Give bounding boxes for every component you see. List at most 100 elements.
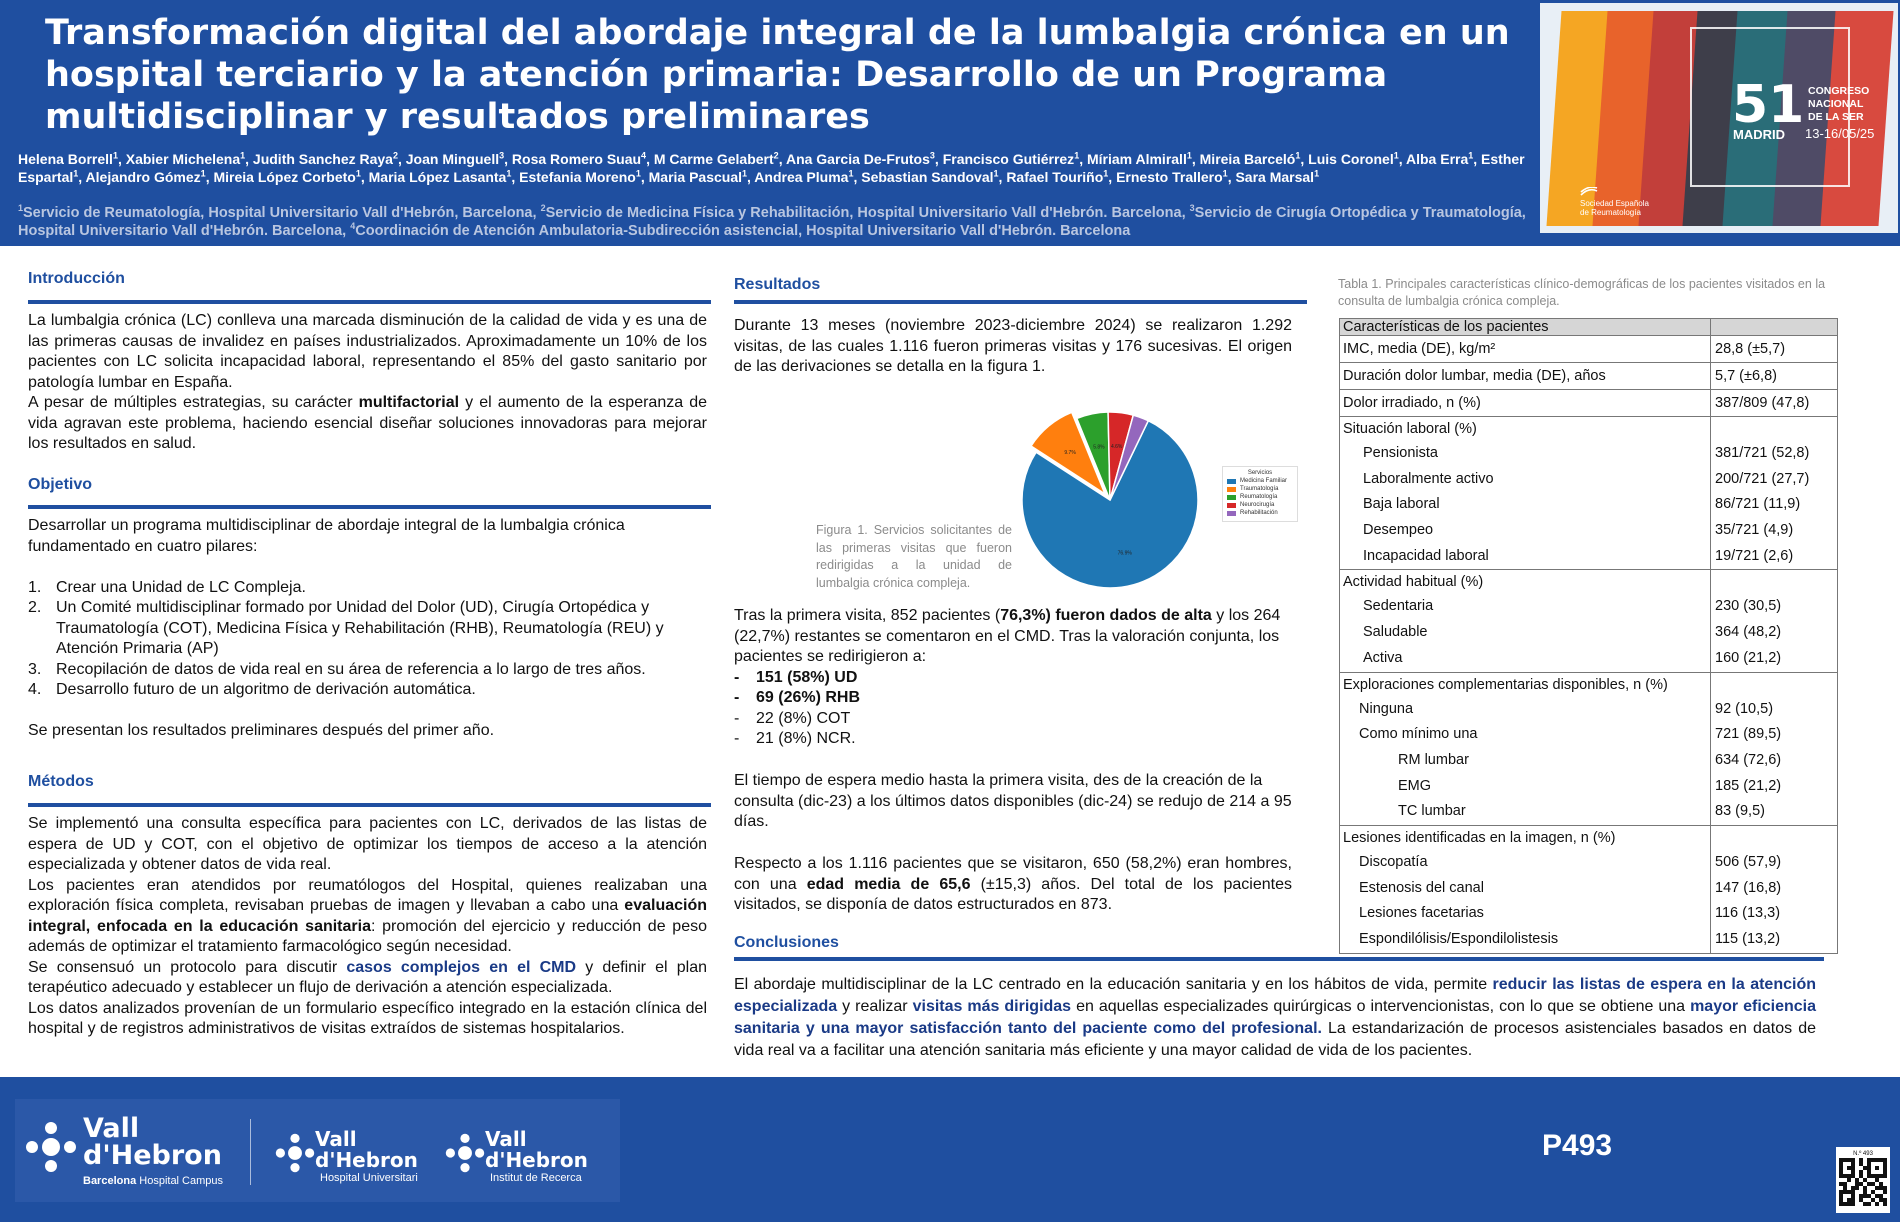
objective-rule xyxy=(28,505,711,509)
logo-institut-name: Vall d'Hebron xyxy=(485,1129,588,1171)
qr-module xyxy=(1863,1178,1867,1182)
table-row: Como mínimo una 721 (89,5) xyxy=(1340,722,1837,748)
intro-rule xyxy=(28,300,711,304)
affiliation: Servicio de Medicina Física y Rehabilita… xyxy=(545,205,1190,221)
qr-module xyxy=(1839,1158,1843,1162)
conclusions-paragraph: La estandarización de procesos asistenci… xyxy=(734,1020,1817,1059)
author: Míriam Almirall1 xyxy=(1086,150,1192,167)
vall-hebron-cross-icon xyxy=(26,1122,76,1172)
legend-title: Servicios xyxy=(1247,470,1273,476)
results-rule xyxy=(734,300,1307,304)
conclusions-title: Conclusiones xyxy=(734,934,839,951)
qr-module xyxy=(1863,1190,1867,1194)
table-row: Lesiones identificadas en la imagen, n (… xyxy=(1340,825,1837,850)
author: M Carme Gelabert2 xyxy=(653,150,779,167)
table-cell-label: Dolor irradiado, n (%) xyxy=(1340,390,1711,416)
legend-swatch xyxy=(1227,494,1236,500)
author-affiliation-mark: 3 xyxy=(929,150,935,161)
author: Ana Garcia De-Frutos3 xyxy=(785,150,935,167)
results-paragraph: Tras la primera visita, 852 pacientes ( xyxy=(734,607,1001,624)
qr-module xyxy=(1859,1170,1863,1174)
table-cell-label: Espondilólisis/Espondilolistesis xyxy=(1340,927,1711,953)
qr-module xyxy=(1883,1158,1887,1162)
qr-module xyxy=(1883,1170,1887,1174)
pie-slice-label: 4.6% xyxy=(1111,444,1123,450)
conclusions-paragraph: El abordaje multidisciplinar de la LC ce… xyxy=(734,976,1493,993)
table-cell-value: 28,8 (±5,7) xyxy=(1715,341,1786,357)
legend-swatch xyxy=(1227,502,1236,508)
qr-module xyxy=(1839,1202,1843,1206)
table-row: Saludable 364 (48,2) xyxy=(1340,620,1837,646)
author: Ernesto Trallero1 xyxy=(1116,168,1228,185)
pie-slice xyxy=(1021,419,1199,589)
table-cell-value: 115 (13,2) xyxy=(1715,931,1781,947)
table-cell-label: EMG xyxy=(1340,773,1711,800)
table-group: IMC, media (DE), kg/m² 28,8 (±5,7) xyxy=(1340,336,1837,363)
author-affiliation-mark: 2 xyxy=(773,150,779,161)
congress-line: CONGRESO xyxy=(1808,85,1870,97)
table-cell-label: RM lumbar xyxy=(1340,747,1711,774)
methods-emphasis: evaluación integral, enfocada en la educ… xyxy=(28,897,707,935)
ser-logo-icon xyxy=(1580,186,1598,196)
qr-module xyxy=(1851,1194,1855,1198)
author-affiliation-mark: 1 xyxy=(240,150,246,161)
conclusions-paragraph: y realizar xyxy=(837,998,913,1015)
table-cell-value: 147 (16,8) xyxy=(1715,879,1782,896)
author-list: Helena Borrell1, Xabier Michelena1, Judi… xyxy=(18,150,1525,185)
logo-line: d'Hebron xyxy=(485,1148,588,1172)
pie-slice-label: 9.7% xyxy=(1064,450,1076,456)
affiliation: Servicio de Reumatología, Hospital Unive… xyxy=(23,205,541,221)
author-affiliation-mark: 4 xyxy=(641,150,647,161)
author-affiliation-mark: 1 xyxy=(73,168,79,179)
vall-hebron-cross-icon xyxy=(275,1133,315,1173)
conclusions-text: El abordaje multidisciplinar de la LC ce… xyxy=(734,974,1816,1062)
table-cell-label: Ninguna xyxy=(1340,696,1711,723)
qr-module xyxy=(1875,1174,1879,1178)
objective-text: Desarrollar un programa multidisciplinar… xyxy=(28,516,707,742)
table-cell-label: Como mínimo una xyxy=(1340,722,1711,748)
table-row: Ninguna 92 (10,5) xyxy=(1340,696,1837,723)
methods-paragraph: Los pacientes eran atendidos por reumató… xyxy=(28,876,707,915)
author-affiliation-mark: 1 xyxy=(635,168,641,179)
congress-line: DE LA SER xyxy=(1808,111,1864,123)
legend-item: Neurocirugía xyxy=(1227,501,1293,509)
methods-paragraph: Los datos analizados provenían de un for… xyxy=(28,999,707,1038)
table-cell-value xyxy=(1711,417,1837,441)
affiliation: Coordinación de Atención Ambulatoria-Sub… xyxy=(355,223,1131,239)
qr-module xyxy=(1883,1186,1887,1190)
qr-module xyxy=(1855,1178,1859,1182)
qr-module xyxy=(1851,1170,1855,1174)
table-row: Estenosis del canal 147 (16,8) xyxy=(1340,875,1837,902)
table-group: Situación laboral (%) Pensionista 381/721 … xyxy=(1340,417,1837,571)
legend-swatch xyxy=(1227,478,1236,484)
author: Sara Marsal1 xyxy=(1235,168,1320,185)
table-cell-label: Estenosis del canal xyxy=(1340,875,1711,902)
logo-hospital-sub: Hospital Universitari xyxy=(320,1172,418,1184)
conclusions-emphasis: visitas más dirigidas xyxy=(912,998,1072,1015)
table-row: Espondilólisis/Espondilolistesis 115 (13,… xyxy=(1340,927,1837,953)
table-cell-label: Duración dolor lumbar, media (DE), años xyxy=(1340,363,1711,389)
affiliation-list: 1Servicio de Reumatología, Hospital Univ… xyxy=(18,204,1533,240)
table-group: Duración dolor lumbar, media (DE), años 5… xyxy=(1340,363,1837,390)
qr-module xyxy=(1839,1162,1843,1166)
author: Helena Borrell1 xyxy=(18,150,118,167)
pillar-item: 4. Desarrollo futuro de un algoritmo de d… xyxy=(28,680,707,701)
qr-module xyxy=(1843,1190,1847,1194)
qr-module xyxy=(1883,1174,1887,1178)
table-row: Situación laboral (%) xyxy=(1340,417,1837,441)
qr-module xyxy=(1847,1202,1851,1206)
table-cell-label: Desempeo xyxy=(1340,518,1711,544)
affiliation-number: 3 xyxy=(1189,203,1195,214)
qr-module xyxy=(1847,1158,1851,1162)
author-affiliation-mark: 1 xyxy=(1103,168,1109,179)
author: Mireia López Corbeto1 xyxy=(213,168,361,185)
intro-paragraph: A pesar de múltiples estrategias, su car… xyxy=(28,394,359,411)
qr-module xyxy=(1863,1166,1867,1170)
table-cell-value: 160 (21,2) xyxy=(1715,649,1782,666)
conclusions-emphasis: reducir las listas de espera en la atenc… xyxy=(734,976,1816,1015)
author: Maria Pascual1 xyxy=(648,168,748,185)
table-cell-value xyxy=(1711,673,1837,697)
qr-module xyxy=(1883,1202,1887,1206)
pillar-text: Un Comité multidisciplinar formado por U… xyxy=(56,599,664,657)
congress-dates: 13-16/05/25 xyxy=(1805,126,1875,141)
